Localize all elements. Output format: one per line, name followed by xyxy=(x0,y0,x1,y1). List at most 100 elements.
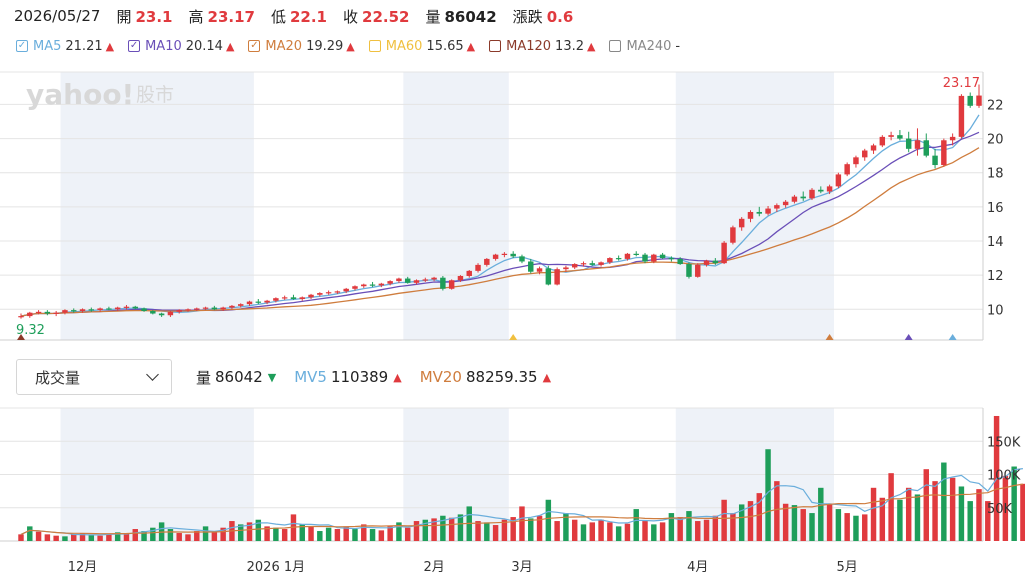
candle-body xyxy=(361,284,367,287)
ma-value: 15.65 xyxy=(426,38,464,54)
candle-body xyxy=(818,189,824,192)
checkbox-checked-icon[interactable]: ✓ xyxy=(16,40,28,52)
candle-body xyxy=(431,277,437,280)
candle-body xyxy=(941,140,947,166)
volume-bar xyxy=(598,519,604,541)
indicator-select-value: 成交量 xyxy=(35,368,81,387)
volume-bar xyxy=(141,531,147,541)
volume-bar xyxy=(712,515,719,541)
checkbox-checked-icon[interactable]: ✓ xyxy=(248,40,261,52)
ma-toggle-ma120[interactable]: MA120 13.2 ▲ xyxy=(489,39,595,54)
candle-body xyxy=(475,264,481,271)
volume-bar xyxy=(378,530,385,541)
mv5-value: 110389 xyxy=(330,368,389,386)
candle-body xyxy=(888,135,894,137)
candle-body xyxy=(53,312,59,314)
candle-body xyxy=(264,300,270,303)
logo-brand: yahoo! xyxy=(26,78,134,111)
candle-body xyxy=(932,155,938,166)
checkbox-unchecked-icon[interactable] xyxy=(368,40,381,52)
volume-axis: 50K 100K 150K xyxy=(987,435,1021,517)
volume-bar xyxy=(343,526,349,541)
min-price-label: 9.32 xyxy=(16,323,45,338)
candle-body xyxy=(686,264,692,277)
candle-body xyxy=(747,211,754,219)
volume-bar xyxy=(528,518,534,541)
candle-body xyxy=(466,270,472,276)
vol-value: 86042 xyxy=(215,368,263,386)
candle-body xyxy=(220,307,226,310)
volume-bar xyxy=(176,533,182,541)
candle-body xyxy=(114,307,121,310)
candle-body xyxy=(695,264,701,277)
checkbox-checked-icon[interactable]: ✓ xyxy=(128,40,141,52)
candle-body xyxy=(624,253,631,259)
candle-body xyxy=(879,136,886,146)
date-tick-label: 4月 xyxy=(687,560,708,575)
date-tick-label: 5月 xyxy=(837,560,858,575)
candle-body xyxy=(308,294,314,298)
candle-body xyxy=(914,140,921,149)
high-value: 23.17 xyxy=(207,7,255,26)
candle-body xyxy=(598,262,604,265)
volume-label: 量 xyxy=(425,7,441,26)
date-tick-label: 3月 xyxy=(511,560,532,575)
yahoo-logo: yahoo! 股市 xyxy=(26,78,174,111)
shaded-periods xyxy=(60,72,834,541)
price-gridlines xyxy=(0,71,984,341)
volume-bar xyxy=(422,519,429,541)
volume-bar xyxy=(941,462,947,541)
candle-body xyxy=(422,279,429,281)
ma-toggle-ma60[interactable]: MA60 15.65 ▲ xyxy=(368,38,476,54)
price-axis: 10 12 14 16 18 20 22 xyxy=(987,98,1004,318)
quote-high: 高 23.17 xyxy=(189,6,255,27)
trend-up-icon: ▲ xyxy=(466,39,476,53)
candle-body xyxy=(150,310,156,314)
volume-bar xyxy=(53,535,59,541)
volume-bar xyxy=(747,501,754,541)
volume-bar xyxy=(642,521,648,541)
ma-legend: ✓ MA5 21.21 ▲ ✓ MA10 20.14 ▲ ✓ MA20 19.29 ▲ MA60 15.6… xyxy=(16,36,697,56)
mv20-line xyxy=(20,483,1023,535)
ma-toggle-ma240[interactable]: MA240- xyxy=(609,39,683,54)
quote-change: 漲跌 0.6 xyxy=(513,6,574,27)
volume-bar xyxy=(501,519,508,541)
candle-body xyxy=(369,284,376,286)
logo-suffix: 股市 xyxy=(136,84,174,106)
ma-toggle-ma20[interactable]: ✓ MA20 19.29 ▲ xyxy=(248,39,355,54)
volume-bar xyxy=(1020,483,1025,541)
candle-body xyxy=(642,254,648,262)
candle-body xyxy=(44,311,51,314)
trend-up-icon: ▲ xyxy=(587,39,596,53)
volume-bar xyxy=(35,531,42,541)
candle-body xyxy=(563,267,569,270)
candle-body xyxy=(255,301,262,303)
ma-value: - xyxy=(675,38,681,54)
quote-close: 收 22.52 xyxy=(343,6,409,27)
candle-body xyxy=(132,306,138,309)
checkbox-unchecked-icon[interactable] xyxy=(489,40,502,52)
ma-toggle-ma10[interactable]: ✓ MA10 20.14 ▲ xyxy=(128,39,234,54)
volume-bar xyxy=(396,522,402,541)
quote-open: 開 23.1 xyxy=(116,6,172,27)
volume-bar xyxy=(475,521,481,541)
checkbox-unchecked-icon[interactable] xyxy=(609,40,622,52)
candle-body xyxy=(756,211,762,214)
candle-body xyxy=(246,301,253,305)
candle-body xyxy=(853,157,859,165)
volume-bar xyxy=(580,524,587,541)
volume-bar xyxy=(721,499,727,541)
candle-body xyxy=(774,205,780,209)
candle-body xyxy=(290,297,297,300)
volume-bar xyxy=(352,529,358,541)
volume-bar xyxy=(264,526,270,541)
candle-body xyxy=(826,186,833,192)
indicator-select[interactable]: 成交量 xyxy=(16,359,172,395)
volume-bar xyxy=(563,513,569,541)
candle-body xyxy=(106,308,112,310)
ma-toggle-ma5[interactable]: ✓ MA5 21.21 ▲ xyxy=(16,39,114,54)
volume-header: 成交量 量 86042 ▼ MV5 110389 ▲ MV20 88259.35… xyxy=(16,358,569,396)
candle-body xyxy=(202,307,209,309)
volume-bar xyxy=(985,501,991,541)
volume-bar xyxy=(387,526,393,541)
